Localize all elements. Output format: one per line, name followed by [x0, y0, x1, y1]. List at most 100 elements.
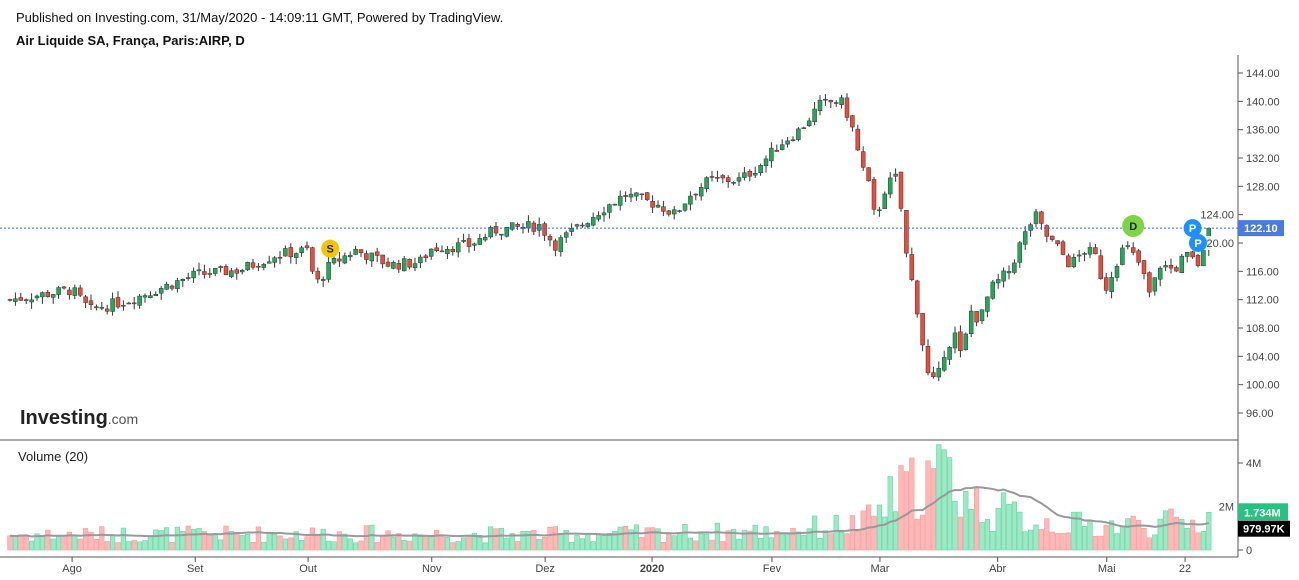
- candle-body: [1174, 267, 1179, 272]
- candle-body: [326, 262, 331, 280]
- volume-bar: [563, 529, 569, 551]
- candle-body: [904, 210, 909, 254]
- volume-bar: [887, 476, 893, 551]
- volume-bar: [973, 487, 980, 551]
- volume-bar: [342, 533, 348, 551]
- candle-body: [688, 195, 693, 205]
- symbol-title: Air Liquide SA, França, Paris:AIRP, D: [16, 33, 245, 48]
- volume-bar: [298, 540, 305, 551]
- volume-bar: [838, 532, 845, 551]
- volume-bar: [676, 534, 683, 551]
- candle-body: [963, 333, 969, 350]
- volume-bar: [1092, 535, 1098, 551]
- volume-bar: [552, 526, 558, 551]
- volume-bar: [1168, 508, 1174, 551]
- candle-body: [261, 264, 267, 268]
- price-tick-label: 104.00: [1246, 351, 1280, 363]
- volume-bar: [779, 533, 785, 551]
- volume-bar: [1136, 520, 1142, 551]
- candle-body: [1141, 260, 1147, 274]
- candle-body: [88, 300, 94, 305]
- candle-body: [671, 209, 677, 215]
- volume-bar: [963, 490, 969, 551]
- candle-body: [801, 127, 807, 129]
- price-tick-label: 100.00: [1246, 380, 1280, 392]
- candle-body: [137, 295, 142, 306]
- volume-bar: [191, 528, 197, 551]
- price-tick-label: 144.00: [1246, 68, 1280, 80]
- candle-body: [828, 100, 834, 103]
- volume-bar: [1000, 492, 1007, 551]
- candle-body: [288, 247, 294, 258]
- candle-body: [310, 247, 315, 272]
- volume-bar: [379, 535, 386, 551]
- candle-body: [1066, 255, 1071, 268]
- volume-bar: [239, 535, 245, 551]
- volume-bar: [137, 541, 143, 551]
- candle-body: [110, 298, 115, 312]
- volume-bar: [1055, 533, 1061, 551]
- volume-bar: [752, 524, 758, 551]
- price-tick-label: 108.00: [1246, 323, 1280, 335]
- volume-bar: [169, 542, 175, 551]
- candle-body: [898, 171, 904, 209]
- candle-body: [407, 259, 412, 268]
- candle-body: [423, 255, 429, 259]
- event-marker-label: D: [1129, 221, 1137, 233]
- volume-bar: [957, 516, 963, 551]
- volume-tick-label: 2M: [1219, 502, 1234, 514]
- volume-bar: [1006, 504, 1012, 551]
- candle-body: [779, 144, 785, 150]
- volume-bar: [309, 527, 316, 551]
- candle-body: [121, 305, 126, 307]
- candle-body: [1120, 247, 1125, 265]
- volume-bar: [396, 533, 402, 551]
- volume-bar: [1114, 533, 1120, 551]
- candle-body: [401, 258, 407, 272]
- volume-bar: [1157, 518, 1163, 551]
- last-price-label: 122.10: [1244, 223, 1278, 235]
- volume-bar: [930, 468, 936, 551]
- candle-body: [229, 270, 234, 278]
- candle-body: [1017, 242, 1023, 263]
- volume-bar: [245, 533, 251, 551]
- candle-body: [1055, 240, 1060, 245]
- last-volume-badge: [1238, 503, 1288, 521]
- volume-bar: [1033, 524, 1039, 551]
- candle-body: [639, 193, 645, 196]
- volume-bar: [558, 533, 564, 551]
- volume-bar: [590, 541, 596, 551]
- candle-body: [661, 206, 666, 212]
- volume-bar: [477, 535, 483, 551]
- candle-body: [985, 296, 990, 312]
- event-marker-label: S: [327, 244, 334, 256]
- candle-body: [391, 262, 396, 269]
- volume-bar: [1146, 537, 1152, 551]
- volume-bar: [234, 531, 240, 551]
- volume-bar: [271, 533, 278, 551]
- volume-bar: [147, 535, 154, 551]
- candle-body: [925, 345, 931, 374]
- volume-bar: [228, 530, 235, 551]
- candle-body: [531, 222, 537, 232]
- volume-bar: [525, 530, 531, 551]
- candle-body: [434, 247, 439, 251]
- volume-bar: [790, 528, 796, 551]
- candle-body: [83, 296, 88, 303]
- volume-bar: [714, 522, 720, 551]
- candle-body: [202, 271, 207, 275]
- volume-bar: [277, 535, 283, 551]
- volume-bar: [730, 528, 737, 551]
- candle-body: [1195, 254, 1201, 266]
- price-tick-label: 140.00: [1246, 96, 1280, 108]
- candle-body: [223, 266, 229, 276]
- volume-bar: [450, 542, 456, 551]
- volume-bar: [439, 535, 445, 551]
- volume-bar: [606, 533, 612, 551]
- volume-bar: [293, 531, 299, 551]
- volume-bar: [315, 535, 321, 551]
- volume-bar: [768, 537, 774, 551]
- candle-body: [77, 287, 83, 296]
- candle-body: [1130, 247, 1136, 253]
